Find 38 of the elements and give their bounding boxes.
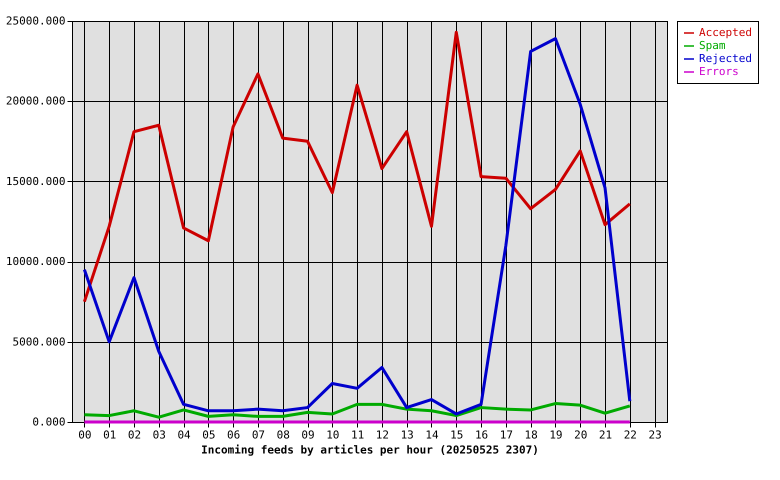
x-tick-label: 16	[474, 428, 488, 442]
line-series	[82, 37, 632, 416]
x-tick-label: 06	[227, 428, 240, 442]
x-tick-label: 19	[549, 428, 563, 442]
x-tick-label: 11	[350, 428, 364, 442]
legend-label: Spam	[699, 39, 726, 52]
x-tick-label: 05	[202, 428, 216, 442]
x-tick-label: 09	[301, 428, 315, 442]
legend-label: Accepted	[699, 26, 752, 39]
legend-label: Errors	[699, 65, 739, 78]
x-tick-label: 14	[425, 428, 439, 442]
y-tick-label: 25000.000	[6, 14, 66, 28]
y-tick-label: 10000.000	[6, 255, 66, 268]
line-series	[82, 30, 632, 304]
x-tick-label: 04	[177, 428, 192, 442]
x-tick-label: 07	[252, 428, 266, 442]
x-tick-label: 13	[400, 428, 414, 442]
x-axis-title: Incoming feeds by articles per hour (20250525 2307)	[201, 444, 539, 456]
x-tick-label: 23	[648, 428, 662, 442]
y-tick-label: 20000.000	[6, 94, 66, 108]
x-tick-label: 12	[376, 428, 390, 442]
x-tick-label: 21	[598, 428, 612, 442]
x-tick-label: 22	[624, 428, 637, 442]
x-tick-label: 02	[128, 428, 142, 442]
legend-label: Rejected	[699, 52, 752, 65]
y-tick-label: 5000.000	[12, 335, 66, 348]
x-tick-label: 18	[524, 428, 538, 442]
y-tick-label: 15000.000	[6, 174, 66, 188]
x-tick-label: 01	[103, 428, 116, 442]
x-tick-label: 10	[326, 428, 340, 442]
line-series	[82, 402, 632, 419]
x-tick-label: 20	[574, 428, 588, 442]
x-tick-label: 08	[276, 428, 290, 442]
x-tick-label: 15	[450, 428, 464, 442]
x-tick-label: 17	[500, 428, 513, 442]
x-tick-label: 03	[152, 428, 166, 442]
x-tick-label: 00	[78, 428, 92, 442]
y-tick-label: 0.000	[32, 416, 66, 428]
